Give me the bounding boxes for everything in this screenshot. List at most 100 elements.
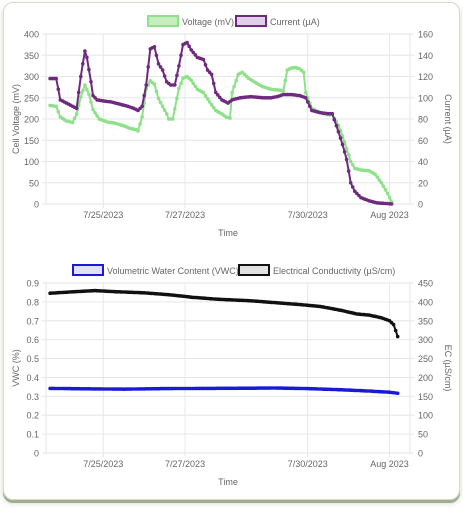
data-point [218,95,222,100]
data-point [387,195,392,200]
data-point [334,123,339,128]
data-point [162,74,167,78]
x-tick-label: 7/27/2023 [165,210,205,220]
data-point [234,78,238,83]
data-point [201,90,206,95]
chart-1: 0 50 100 150 200 250 300 350 400 0 20 40 60 80 100 120 1… [11,15,453,238]
data-point [93,111,97,115]
y-tick-label: 0.1 [26,430,39,440]
data-point [154,89,159,94]
data-point [216,93,220,97]
legend-swatch [235,15,267,27]
data-point [205,97,210,101]
y-tick-label: 100 [24,157,39,167]
data-point [303,90,308,95]
data-point [152,82,157,86]
legend-swatch [238,264,270,276]
data-point [56,109,61,114]
data-point [230,90,234,95]
data-point [171,117,175,121]
data-point [72,116,77,120]
y-tick-label: 0 [34,200,39,210]
data-point [342,150,347,154]
y2-tick-label: 400 [418,297,433,307]
data-point [173,107,177,111]
data-point [193,53,198,57]
y2-tick-label: 0 [418,449,423,459]
data-point [377,178,382,182]
data-point [350,163,355,167]
data-point [164,112,169,116]
x-axis-label: Time [218,477,238,487]
data-point [87,67,91,72]
y-tick-label: 350 [24,51,39,61]
y2-axis-label: EC (µS/cm) [443,345,453,392]
data-point [336,130,341,134]
data-point [189,48,193,52]
data-point [393,328,398,333]
data-point [207,100,212,104]
data-point [303,96,308,100]
data-point [395,334,400,339]
data-point [346,169,351,173]
y2-tick-label: 160 [418,30,433,40]
y2-tick-label: 0 [418,200,423,210]
data-point [332,117,337,122]
legend-label: Volumetric Water Content (VWC) [107,266,239,276]
x-tick-label: Aug 2023 [370,210,409,220]
data-point [344,147,349,151]
data-point [179,81,183,86]
x-tick-label: 7/27/2023 [165,459,205,469]
series-2 [48,40,394,206]
data-point [76,90,81,95]
y2-tick-label: 40 [418,157,428,167]
y-tick-label: 400 [24,30,39,40]
data-point [189,78,193,83]
data-point [158,100,163,105]
data-point [177,64,181,68]
data-point [152,45,157,49]
data-point [54,104,58,109]
data-point [89,100,93,104]
data-point [213,90,218,95]
data-point [179,53,183,58]
data-point [144,83,148,87]
y2-tick-label: 50 [418,430,428,440]
data-point [232,84,236,89]
data-point [146,65,150,69]
y-tick-label: 150 [24,136,39,146]
data-point [203,63,208,67]
data-point [338,136,343,140]
data-point [175,96,179,101]
y-axis-label: VWC (%) [11,349,21,387]
legend-label: Current (µA) [270,17,320,27]
data-point [70,120,75,125]
data-point [201,57,206,62]
series-line [50,41,392,205]
data-point [74,112,79,116]
y-tick-label: 50 [29,178,39,188]
y2-tick-label: 150 [418,392,433,402]
data-point [228,116,232,120]
data-point [140,115,144,119]
data-point [54,76,58,81]
data-point [375,175,380,179]
y2-tick-label: 350 [418,316,433,326]
y2-tick-label: 100 [418,411,433,421]
data-point [156,96,161,101]
data-point [346,153,351,157]
data-point [162,108,167,112]
y2-tick-label: 200 [418,373,433,383]
data-point [211,81,216,86]
data-point [89,80,93,84]
x-tick-label: 7/25/2023 [83,459,123,469]
data-point [191,50,195,55]
series-2 [48,288,400,339]
y2-tick-label: 250 [418,354,433,364]
data-point [209,103,214,107]
data-point [381,184,386,189]
data-point [83,83,87,87]
data-point [85,55,89,60]
y-tick-label: 0.2 [26,411,39,421]
